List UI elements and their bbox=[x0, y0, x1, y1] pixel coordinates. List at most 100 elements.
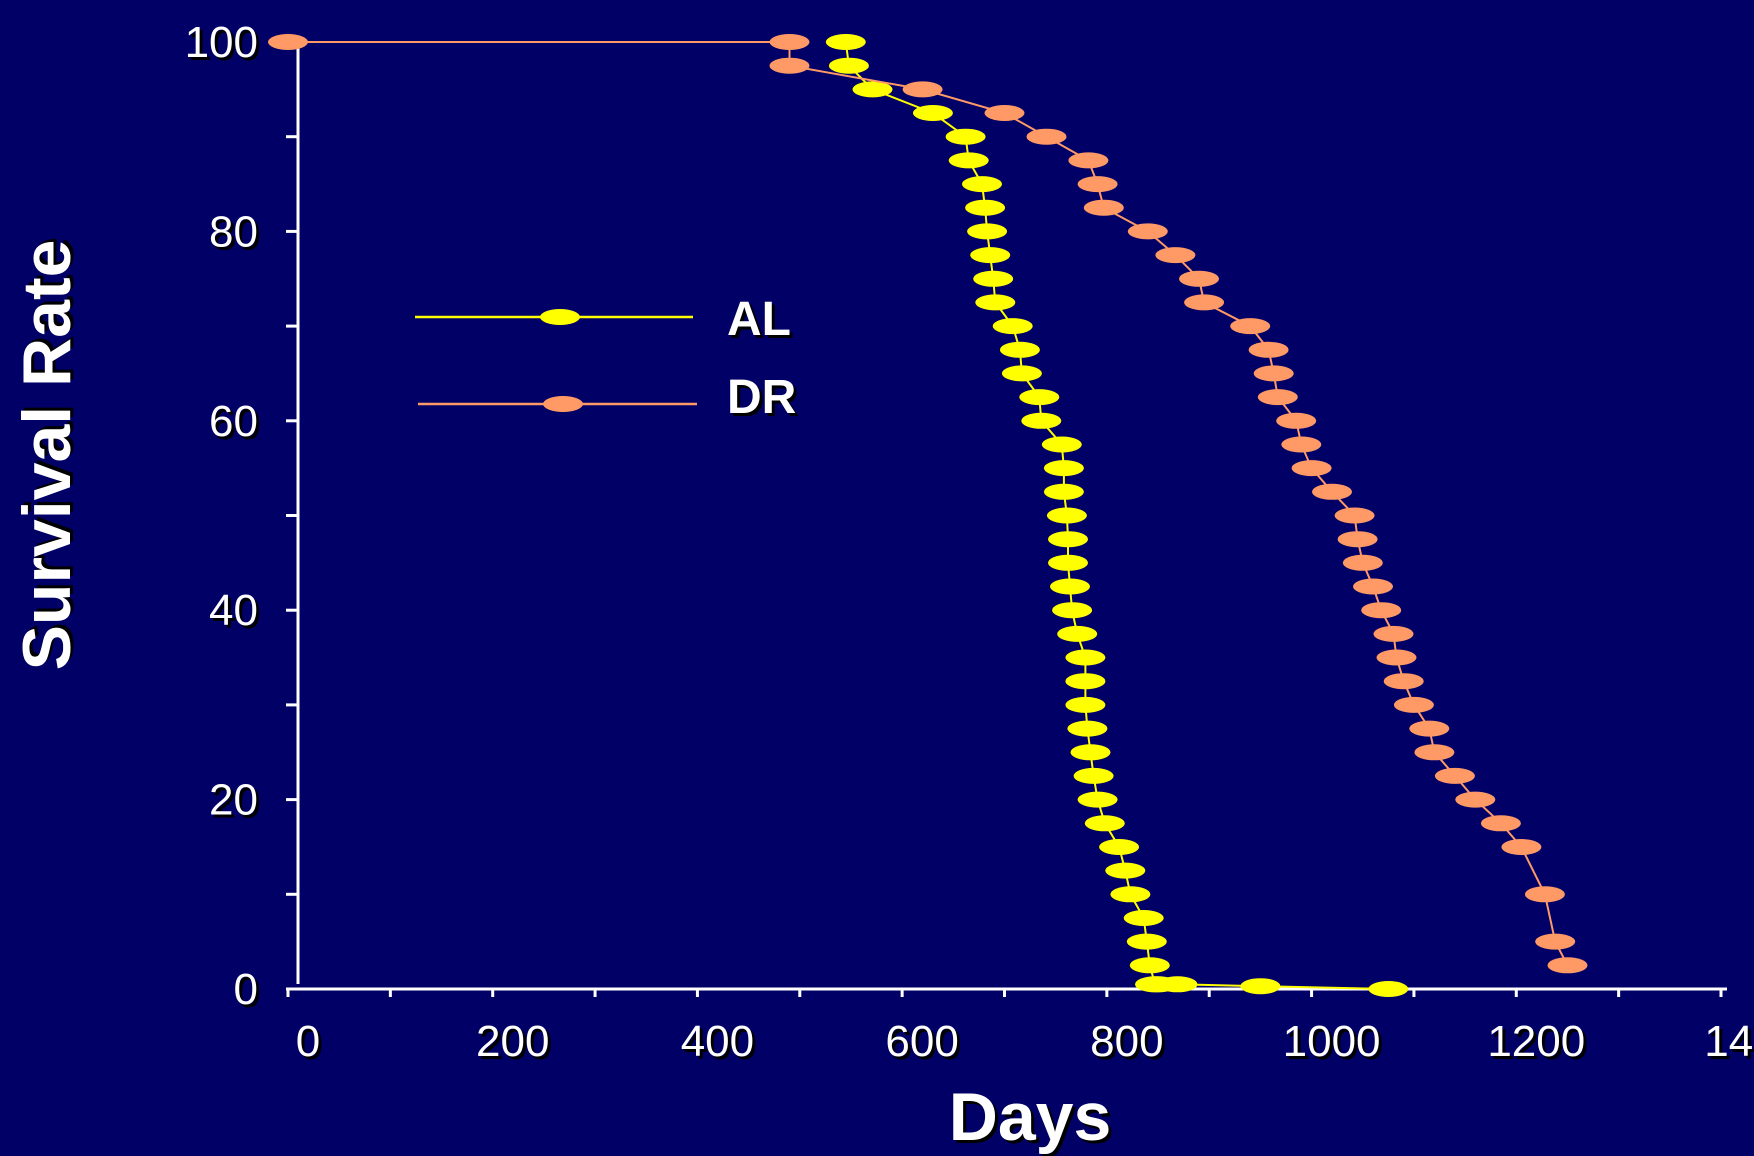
data-point-dr bbox=[1155, 247, 1196, 264]
data-point-al bbox=[1067, 720, 1108, 737]
x-tick-label: 1000 bbox=[1283, 1017, 1381, 1066]
series-dr bbox=[268, 34, 1588, 974]
data-point-dr bbox=[1547, 957, 1588, 974]
x-axis-title: Days bbox=[949, 1079, 1112, 1155]
legend-marker-dr bbox=[543, 396, 583, 412]
data-point-al bbox=[1099, 839, 1140, 855]
y-tick-label: 100 bbox=[185, 18, 258, 67]
data-point-al bbox=[912, 105, 953, 121]
data-point-al bbox=[945, 128, 986, 145]
data-point-dr bbox=[1373, 625, 1414, 642]
data-point-dr bbox=[1281, 436, 1322, 453]
x-tick-label: 200 bbox=[476, 1017, 549, 1066]
legend: AL DR bbox=[415, 293, 796, 424]
data-point-dr bbox=[1257, 389, 1298, 406]
x-tick-label: 600 bbox=[885, 1017, 958, 1066]
axes: 0 20 40 60 80 100 0 200 400 600 800 1000 1200 140 bbox=[185, 18, 1754, 1066]
y-tick-label: 20 bbox=[209, 776, 258, 825]
data-point-dr bbox=[1535, 933, 1576, 950]
data-point-al bbox=[1048, 531, 1088, 548]
data-point-al bbox=[975, 294, 1016, 311]
data-point-dr bbox=[1276, 412, 1317, 429]
y-tick-label: 80 bbox=[209, 207, 258, 256]
data-point-al bbox=[852, 81, 893, 98]
series-al bbox=[825, 34, 1409, 997]
data-point-al bbox=[992, 318, 1033, 335]
data-point-al bbox=[1043, 460, 1084, 477]
data-point-al bbox=[1126, 933, 1167, 950]
data-point-dr bbox=[1253, 365, 1294, 382]
data-point-dr bbox=[1184, 294, 1225, 311]
data-point-al bbox=[1084, 815, 1125, 832]
data-point-dr bbox=[1342, 554, 1383, 571]
data-point-al bbox=[828, 57, 869, 74]
data-point-al bbox=[999, 341, 1040, 358]
data-point-al bbox=[1050, 578, 1090, 595]
data-point-dr bbox=[1414, 744, 1455, 761]
data-point-dr bbox=[1179, 270, 1219, 287]
data-point-al bbox=[1019, 389, 1060, 406]
y-ticks: 0 20 40 60 80 100 bbox=[185, 18, 298, 1014]
data-point-al bbox=[1077, 791, 1118, 808]
data-point-al bbox=[1065, 649, 1106, 666]
data-point-dr bbox=[1334, 507, 1375, 524]
data-point-dr bbox=[1026, 128, 1067, 145]
data-point-dr bbox=[769, 34, 810, 50]
data-point-al bbox=[1105, 862, 1146, 879]
data-point-al bbox=[967, 223, 1008, 240]
data-point-al bbox=[825, 34, 866, 50]
y-tick-label: 60 bbox=[209, 397, 258, 446]
data-point-al bbox=[965, 199, 1006, 216]
data-point-al bbox=[948, 152, 989, 169]
data-point-al bbox=[973, 270, 1014, 287]
data-point-al bbox=[1021, 412, 1062, 429]
x-tick-label: 400 bbox=[681, 1017, 754, 1066]
data-point-al bbox=[1157, 976, 1198, 993]
data-point-dr bbox=[1068, 152, 1109, 169]
legend-marker-al bbox=[540, 309, 580, 325]
data-point-dr bbox=[1361, 602, 1402, 619]
data-point-al bbox=[1065, 673, 1106, 690]
legend-item-al: AL bbox=[415, 293, 791, 346]
data-point-dr bbox=[1393, 696, 1434, 713]
data-point-dr bbox=[1337, 531, 1378, 548]
y-axis-title: Survival Rate bbox=[9, 240, 85, 671]
data-point-dr bbox=[1376, 649, 1417, 666]
data-point-al bbox=[1240, 978, 1281, 995]
data-point-dr bbox=[1455, 791, 1496, 808]
data-point-al bbox=[1001, 365, 1042, 382]
data-point-al bbox=[1123, 910, 1164, 926]
data-point-dr bbox=[1524, 886, 1565, 903]
legend-label-dr: DR bbox=[727, 371, 796, 424]
data-point-al bbox=[1070, 744, 1111, 761]
data-point-al bbox=[1057, 625, 1098, 642]
x-tick-label: 140 bbox=[1704, 1017, 1754, 1066]
x-tick-label: 1200 bbox=[1487, 1017, 1585, 1066]
data-point-dr bbox=[984, 105, 1025, 121]
y-tick-label: 0 bbox=[234, 965, 258, 1014]
data-point-dr bbox=[1434, 767, 1475, 784]
data-point-dr bbox=[1291, 460, 1332, 477]
data-point-dr bbox=[268, 34, 308, 50]
data-point-dr bbox=[1127, 223, 1168, 240]
data-point-al bbox=[1129, 957, 1170, 974]
x-ticks: 0 200 400 600 800 1000 1200 140 bbox=[286, 989, 1754, 1066]
x-tick-label: 0 bbox=[296, 1017, 320, 1066]
x-tick-label: 800 bbox=[1090, 1017, 1163, 1066]
data-point-dr bbox=[1083, 199, 1124, 216]
data-point-dr bbox=[1077, 176, 1118, 193]
data-point-dr bbox=[1248, 341, 1289, 358]
data-point-al bbox=[1046, 507, 1087, 524]
data-point-dr bbox=[1501, 839, 1542, 855]
series-line-dr bbox=[288, 41, 1569, 966]
data-point-al bbox=[970, 247, 1011, 264]
data-point-al bbox=[1073, 767, 1114, 784]
data-point-al bbox=[1110, 886, 1151, 903]
data-point-dr bbox=[1480, 815, 1521, 832]
data-point-dr bbox=[902, 81, 943, 98]
data-point-al bbox=[1041, 436, 1082, 453]
data-point-al bbox=[1368, 981, 1409, 997]
data-point-dr bbox=[1409, 720, 1450, 737]
data-point-dr bbox=[769, 57, 810, 74]
data-point-dr bbox=[1230, 318, 1271, 335]
